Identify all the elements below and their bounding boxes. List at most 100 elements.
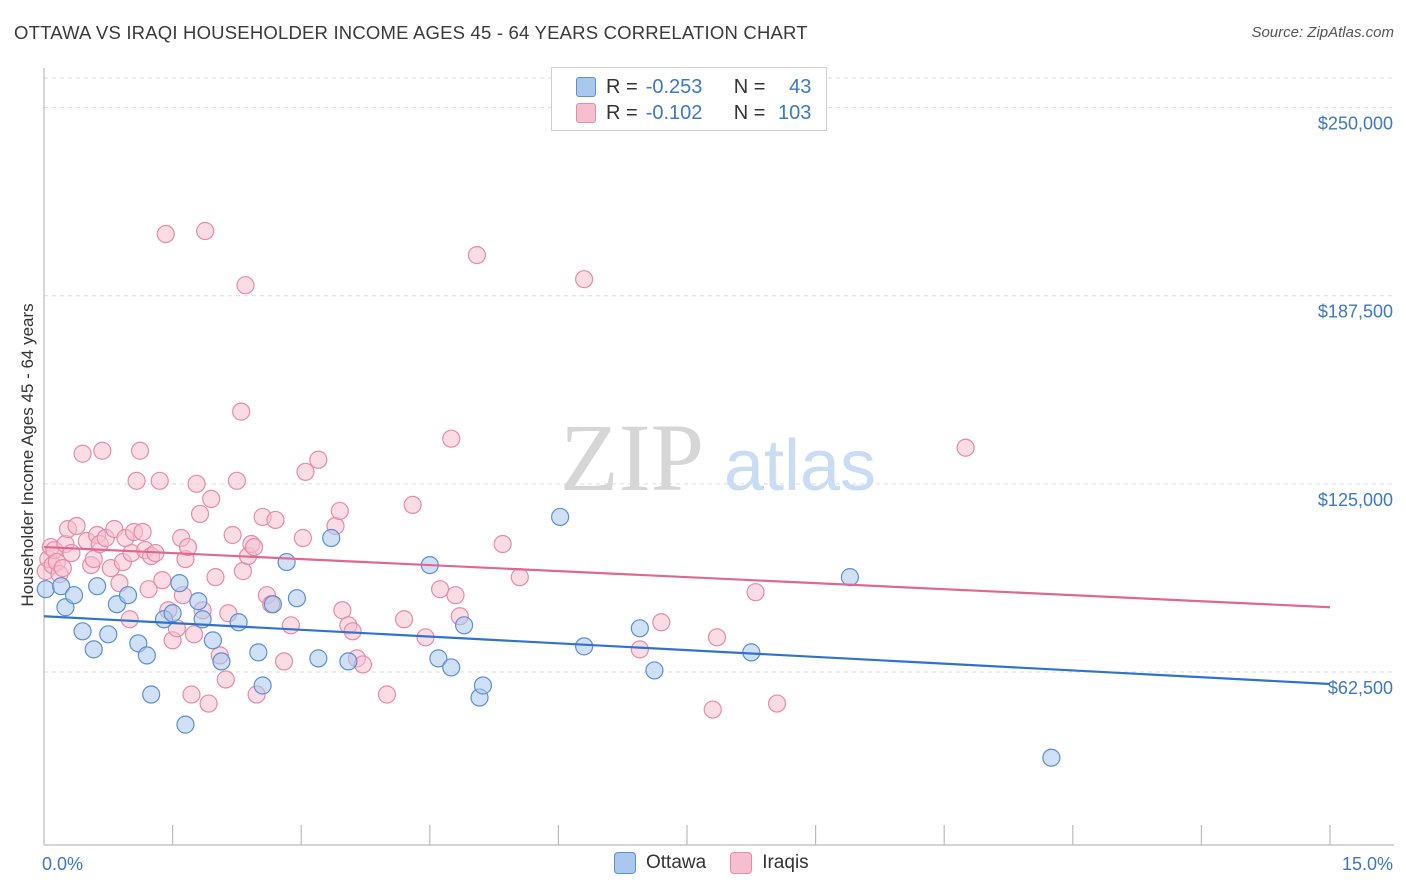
n-label: N = bbox=[733, 101, 766, 124]
ottawa-point bbox=[189, 592, 208, 611]
iraqis-point bbox=[707, 628, 727, 647]
ottawa-point bbox=[322, 528, 341, 548]
ottawa-point bbox=[142, 685, 161, 704]
ottawa-point bbox=[645, 661, 664, 680]
iraqis-point bbox=[120, 610, 139, 629]
iraqis-point bbox=[73, 444, 92, 463]
iraqis-point bbox=[446, 586, 465, 605]
iraqis-point bbox=[196, 221, 215, 241]
n-value: 43 bbox=[789, 75, 812, 98]
iraqis-point bbox=[244, 537, 264, 557]
source-label: Source: ZipAtlas.com bbox=[1251, 24, 1394, 41]
ottawa-point bbox=[454, 616, 474, 635]
iraqis-point bbox=[139, 580, 158, 599]
iraqis-point bbox=[281, 616, 301, 635]
iraqis-point bbox=[274, 652, 294, 671]
ottawa-point bbox=[309, 649, 328, 668]
ottawa-point bbox=[263, 595, 283, 614]
grid-lines bbox=[44, 77, 1394, 673]
ottawa-point bbox=[170, 574, 189, 593]
ottawa-swatch bbox=[576, 77, 596, 97]
watermark-atlas: atlas bbox=[724, 426, 876, 506]
iraqis-point bbox=[956, 438, 975, 457]
iraqis-point bbox=[227, 471, 246, 490]
iraqis-point bbox=[377, 685, 397, 704]
ottawa-point bbox=[249, 643, 268, 662]
ottawa-point bbox=[630, 619, 649, 638]
legend-row-ottawa: R = -0.253 N = 43 bbox=[576, 75, 811, 99]
r-value: -0.102 bbox=[645, 101, 703, 124]
iraqis-point bbox=[442, 429, 461, 448]
ottawa-point bbox=[36, 580, 55, 599]
iraqis-point bbox=[236, 276, 255, 295]
r-value: -0.253 bbox=[645, 75, 703, 98]
iraqis-point bbox=[293, 528, 313, 548]
legend-label-ottawa: Ottawa bbox=[646, 852, 707, 873]
iraqis-point bbox=[296, 462, 315, 481]
series-legend: Ottawa Iraqis bbox=[614, 852, 833, 874]
iraqis-point bbox=[353, 655, 373, 674]
iraqis-point bbox=[394, 610, 414, 629]
iraqis-point bbox=[309, 450, 328, 469]
y-axis-ticks: $62,500 $125,000 $187,500 $250,000 bbox=[1318, 114, 1393, 698]
iraqis-point bbox=[703, 700, 722, 719]
iraqis-point bbox=[202, 489, 221, 508]
ottawa-point bbox=[473, 676, 493, 695]
ottawa-point bbox=[212, 652, 231, 671]
legend-item-iraqis[interactable]: Iraqis bbox=[730, 852, 809, 874]
trend-lines bbox=[43, 545, 1331, 686]
ottawa-point bbox=[84, 640, 103, 659]
legend-label-iraqis: Iraqis bbox=[762, 852, 809, 873]
n-label: N = bbox=[733, 75, 766, 98]
ottawa-point bbox=[73, 622, 92, 641]
iraqis-point bbox=[184, 625, 204, 644]
iraqis-point bbox=[150, 471, 169, 490]
iraqis-point bbox=[53, 559, 72, 578]
iraqis-point bbox=[467, 245, 487, 265]
ottawa-point bbox=[118, 586, 138, 605]
iraqis-swatch bbox=[730, 852, 753, 874]
ottawa-point bbox=[203, 631, 222, 650]
y-tick-label: $125,000 bbox=[1318, 490, 1393, 510]
x-tick-label: 0.0% bbox=[42, 854, 83, 874]
iraqis-point bbox=[133, 522, 152, 542]
ottawa-point bbox=[88, 577, 107, 596]
ottawa-point bbox=[575, 637, 594, 656]
iraqis-point bbox=[232, 402, 251, 421]
iraqis-point bbox=[430, 580, 450, 599]
iraqis-point bbox=[153, 571, 172, 590]
iraqis-point bbox=[216, 670, 235, 689]
iraqis-point bbox=[652, 613, 671, 632]
ottawa-point bbox=[442, 658, 461, 677]
iraqis-point bbox=[127, 471, 146, 490]
ottawa-point bbox=[429, 649, 448, 668]
iraqis-point bbox=[630, 640, 649, 659]
iraqis-point bbox=[330, 501, 349, 521]
iraqis-point bbox=[199, 694, 218, 713]
ottawa-trend-line bbox=[43, 615, 1331, 686]
x-axis-ticks: 0.0% 15.0% bbox=[42, 854, 1393, 874]
legend-item-ottawa[interactable]: Ottawa bbox=[614, 852, 706, 874]
iraqis-point bbox=[130, 441, 150, 460]
n-value: 103 bbox=[778, 101, 812, 124]
chart-title: OTTAWA VS IRAQI HOUSEHOLDER INCOME AGES … bbox=[14, 22, 808, 43]
ottawa-point bbox=[229, 613, 248, 632]
iraqis-point bbox=[178, 537, 198, 557]
ottawa-point bbox=[287, 589, 307, 608]
legend-row-iraqis: R = -0.102 N = 103 bbox=[576, 101, 811, 125]
iraqis-point bbox=[182, 685, 201, 704]
iraqis-point bbox=[93, 441, 112, 460]
iraqis-trend-line bbox=[43, 545, 1331, 609]
y-tick-label: $62,500 bbox=[1328, 678, 1393, 698]
ottawa-point bbox=[339, 652, 358, 671]
ottawa-point bbox=[137, 646, 156, 665]
iraqis-point bbox=[767, 694, 787, 713]
r-label: R = bbox=[606, 75, 638, 98]
ottawa-point bbox=[52, 577, 71, 596]
stats-legend: R = -0.253 N = 43 R = -0.102 N = 103 bbox=[551, 67, 827, 131]
y-tick-label: $187,500 bbox=[1318, 302, 1393, 322]
ottawa-point bbox=[840, 568, 859, 587]
axes bbox=[43, 68, 1394, 846]
iraqis-point bbox=[190, 504, 210, 524]
